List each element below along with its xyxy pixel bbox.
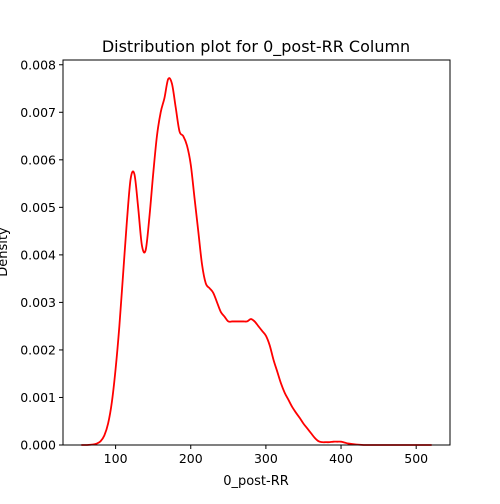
y-tick-label: 0.004 <box>20 247 56 262</box>
y-tick-label: 0.005 <box>20 200 56 215</box>
y-axis-label: Density <box>0 227 11 277</box>
y-tick-label: 0.000 <box>20 438 56 453</box>
x-tick-label: 200 <box>179 451 203 466</box>
y-tick-label: 0.008 <box>20 57 56 72</box>
y-tick-label: 0.002 <box>20 342 56 357</box>
x-tick-label: 500 <box>404 451 428 466</box>
x-tick-label: 300 <box>254 451 278 466</box>
x-axis-label: 0_post-RR <box>223 474 289 489</box>
y-axis-ticks: 0.000 0.001 0.002 0.003 0.004 0.005 0.006 0.007… <box>20 57 63 453</box>
x-tick-label: 400 <box>329 451 353 466</box>
x-tick-label: 100 <box>104 451 128 466</box>
density-line <box>80 77 433 446</box>
y-tick-label: 0.007 <box>20 105 56 120</box>
y-tick-label: 0.001 <box>20 390 56 405</box>
chart-title: Distribution plot for 0_post-RR Column <box>102 37 410 57</box>
y-tick-label: 0.003 <box>20 295 56 310</box>
y-tick-label: 0.006 <box>20 152 56 167</box>
plot-frame <box>62 59 451 446</box>
x-axis-ticks: 100 200 300 400 500 <box>104 445 428 466</box>
